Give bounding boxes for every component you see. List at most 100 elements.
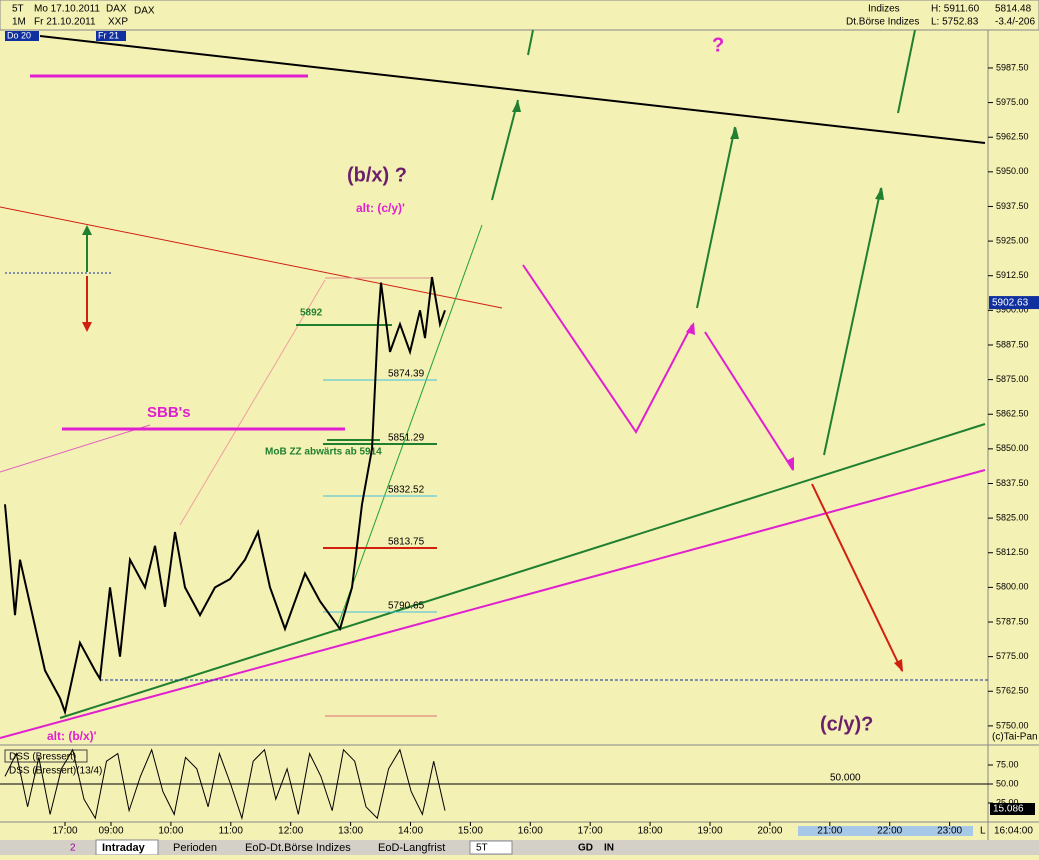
trend-line	[59, 423, 986, 719]
y-tick-label: 5887.50	[996, 339, 1029, 349]
arrow	[491, 99, 519, 201]
indicator-full-name: DSS (Bressert)(13/4)	[9, 766, 102, 777]
day-cur: Fr 21	[98, 30, 119, 40]
arrow	[527, 29, 534, 56]
current-price: 5902.63	[992, 298, 1029, 309]
x-tick-label: 20:00	[757, 826, 782, 837]
y-tick-label: 5875.00	[996, 374, 1029, 384]
group: Indizes	[868, 4, 900, 15]
x-tick-label: 16:00	[518, 826, 543, 837]
note: MoB ZZ abwärts ab 5914	[265, 447, 382, 458]
tab-count: 2	[70, 843, 76, 854]
level-label: 5892	[300, 308, 323, 319]
arrow	[897, 29, 916, 114]
period-select[interactable]: 5T	[476, 843, 488, 854]
y-tick-label: 5937.50	[996, 201, 1029, 211]
y-tick-label: 5962.50	[996, 132, 1029, 142]
x-tick-label: 14:00	[398, 826, 423, 837]
indicator-box	[4, 749, 88, 763]
indicator-tick-label: 75.00	[996, 759, 1019, 769]
indicator-tick-label: 25.00	[996, 797, 1019, 807]
period-select[interactable]	[469, 840, 513, 855]
button[interactable]: GD	[578, 843, 593, 854]
market: Dt.Börse Indizes	[846, 17, 919, 28]
y-tick-label: 5900.00	[996, 305, 1029, 315]
indicator-level-label: 50.000	[830, 773, 861, 784]
fib-label: 5874.39	[388, 369, 425, 380]
trend-line	[337, 224, 483, 626]
fib-label: 5813.75	[388, 537, 425, 548]
y-tick-label: 5825.00	[996, 512, 1029, 522]
copyright: (c)Tai-Pan	[992, 732, 1038, 743]
button[interactable]: IN	[604, 843, 614, 854]
date-to: Fr 21.10.2011	[34, 17, 96, 28]
trend-line	[39, 35, 986, 144]
y-tick-label: 5762.50	[996, 686, 1029, 696]
y-tick-label: 5987.50	[996, 62, 1029, 72]
scroll-range[interactable]	[798, 826, 973, 836]
trend-line	[0, 469, 986, 739]
tab[interactable]: EoD-Dt.Börse Indizes	[245, 842, 351, 854]
x-tick-label: 22:00	[877, 826, 902, 837]
y-tick-label: 5787.50	[996, 616, 1029, 626]
tab[interactable]: EoD-Langfrist	[378, 842, 445, 854]
arrow-head	[686, 322, 695, 335]
arrow-head	[512, 100, 521, 112]
x-tick-label: 13:00	[338, 826, 363, 837]
tab[interactable]: Intraday	[102, 842, 146, 854]
wave-label: ?	[712, 34, 724, 56]
x-tick-label: 17:00	[52, 826, 77, 837]
arrow-head	[875, 187, 884, 200]
day-box	[96, 31, 126, 41]
x-tick-label: 23:00	[937, 826, 962, 837]
y-tick-label: 5950.00	[996, 166, 1029, 176]
wave-label: alt: (c/y)'	[356, 201, 405, 215]
exchange: XXP	[108, 17, 128, 28]
period: 5T	[12, 4, 24, 15]
arrow	[811, 483, 903, 672]
trend-line	[0, 424, 151, 473]
arrow	[704, 331, 794, 471]
indicator-tick-label: 50.00	[996, 778, 1019, 788]
y-tick-label: 5812.50	[996, 547, 1029, 557]
y-tick-label: 5800.00	[996, 582, 1029, 592]
y-tick-label: 5862.50	[996, 409, 1029, 419]
x-tick-label: 11:00	[219, 826, 244, 837]
fib-label: 5851.29	[388, 433, 425, 444]
scale-mode: L	[980, 826, 986, 837]
tab[interactable]: Perioden	[173, 842, 217, 854]
x-tick-label: 17:00	[578, 826, 603, 837]
arrow-head	[82, 225, 92, 235]
current-price-box	[989, 296, 1039, 310]
header-bar	[0, 0, 1039, 31]
name: DAX	[134, 6, 155, 17]
drawings	[0, 29, 988, 739]
arrow	[696, 126, 736, 309]
arrow-head	[786, 457, 794, 471]
low: L: 5752.83	[931, 17, 979, 28]
arrow-head	[730, 127, 739, 139]
range: 1M	[12, 17, 26, 28]
y-tick-label: 5750.00	[996, 720, 1029, 730]
arrow	[823, 187, 882, 456]
change: -3.4/-206	[995, 17, 1035, 28]
clock: 16:04:00	[994, 826, 1033, 837]
indicator-current-box	[990, 803, 1035, 815]
arrow-head	[82, 322, 92, 332]
date-from: Mo 17.10.2011	[34, 4, 100, 15]
x-tick-label: 10:00	[158, 826, 183, 837]
arrow	[522, 264, 693, 434]
x-tick-label: 21:00	[817, 826, 842, 837]
trend-line	[179, 279, 326, 526]
y-tick-label: 5837.50	[996, 478, 1029, 488]
indicator-name: DSS (Bressert)	[9, 752, 76, 763]
x-tick-label: 09:00	[98, 826, 123, 837]
wave-label: (c/y)?	[820, 713, 873, 735]
y-tick-label: 5975.00	[996, 97, 1029, 107]
fib-label: 5832.52	[388, 485, 425, 496]
wave-label: (b/x) ?	[347, 164, 407, 186]
x-tick-label: 19:00	[697, 826, 722, 837]
last: 5814.48	[995, 4, 1032, 15]
wave-label: alt: (b/x)'	[47, 729, 97, 743]
